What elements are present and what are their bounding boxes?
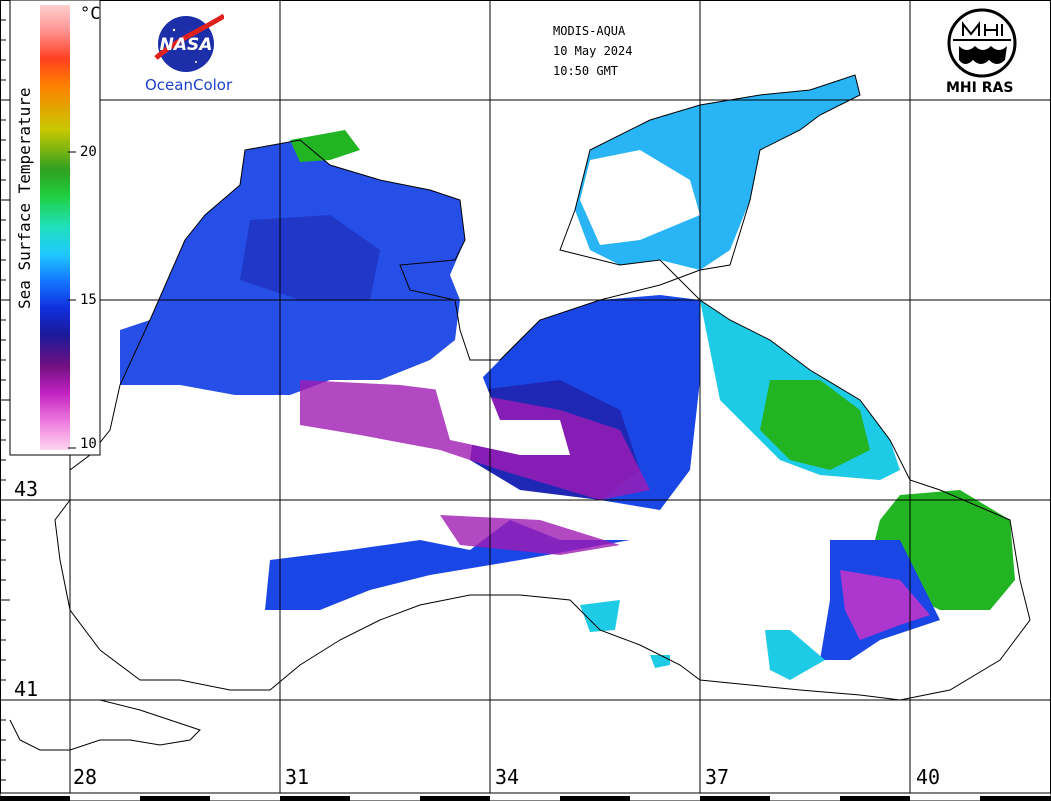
coastline [9,74,1031,751]
sst-turkey-cyan [765,630,825,680]
sst-sinop-cyan [650,655,670,668]
colorbar-tick-15: 15 [80,292,97,308]
sst-south-cyan [580,600,620,632]
lat-label-43: 43 [14,477,39,501]
lon-label-34: 34 [495,765,520,789]
mhi-ras-label: MHI RAS [946,80,1014,96]
sst-southwest-purple [440,515,620,555]
sst-data-layer [120,75,1015,680]
lon-label-31: 31 [285,765,310,789]
lat-label-41: 41 [14,677,39,701]
coastline-bosporus [9,699,201,751]
sst-azov-cloud [580,150,700,245]
colorbar-title: Sea Surface Temperature [15,87,34,309]
left-tick-scale [0,19,10,781]
colorbar-tick-20: 20 [80,144,97,160]
sst-southeast-magenta [840,570,930,640]
sensor-label: MODIS-AQUA [553,24,626,38]
sst-east-warm [760,380,870,470]
sst-deep-blue-core [240,215,380,300]
colorbar-tick-10: 10 [80,436,97,452]
oceancolor-label: OceanColor [145,76,233,94]
sst-cloud-gap [430,370,570,455]
colorbar-gradient [40,5,70,450]
lon-label-28: 28 [73,765,98,789]
lon-label-40: 40 [916,765,941,789]
lon-label-37: 37 [705,765,730,789]
bottom-tick-scale [0,792,1051,801]
coastline-north [119,74,1031,701]
date-label: 10 May 2024 [553,44,633,58]
coastline-south [54,384,901,701]
colorbar-unit: °C [80,4,101,24]
colorbar-ticks [68,151,76,449]
nasa-meatball-icon: NASA [154,13,224,72]
nasa-logo-text: NASA [160,35,213,55]
sst-karkinit-warm [290,130,360,162]
mhi-ras-emblem-icon [947,8,1017,78]
bottom-scale-blocks [0,796,1051,801]
time-label: 10:50 GMT [553,64,619,78]
